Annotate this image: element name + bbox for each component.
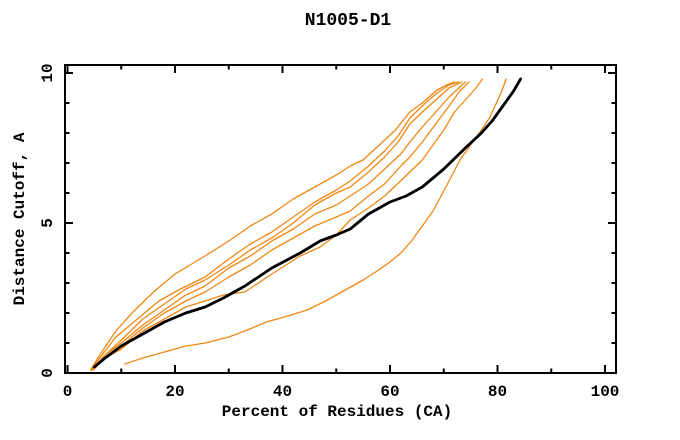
axes-frame (64, 64, 617, 374)
series-orange-3 (91, 81, 463, 371)
x-axis-label: Percent of Residues (CA) (222, 403, 452, 421)
series-orange-1 (89, 81, 456, 371)
y-tick-label: 0 (39, 368, 57, 378)
y-axis-label: Distance Cutoff, A (11, 132, 29, 305)
series-orange-5 (92, 81, 470, 371)
axis-ticks (65, 65, 616, 374)
series-orange-6 (92, 78, 484, 371)
chart-title: N1005-D1 (305, 11, 392, 31)
x-tick-label: 20 (165, 383, 184, 401)
x-tick-label: 0 (63, 383, 73, 401)
x-tick-label: 60 (380, 383, 399, 401)
x-tick-label: 80 (488, 383, 507, 401)
series-black-model (93, 77, 522, 369)
x-tick-label: 40 (273, 383, 292, 401)
y-tick-label: 5 (39, 218, 57, 228)
series-orange-2 (89, 81, 459, 371)
series-orange-4 (91, 81, 466, 371)
y-tick-label: 10 (39, 63, 57, 82)
plot-area: 0 20 40 60 80 100 0 5 10 (39, 63, 619, 401)
x-tick-label: 100 (591, 383, 620, 401)
